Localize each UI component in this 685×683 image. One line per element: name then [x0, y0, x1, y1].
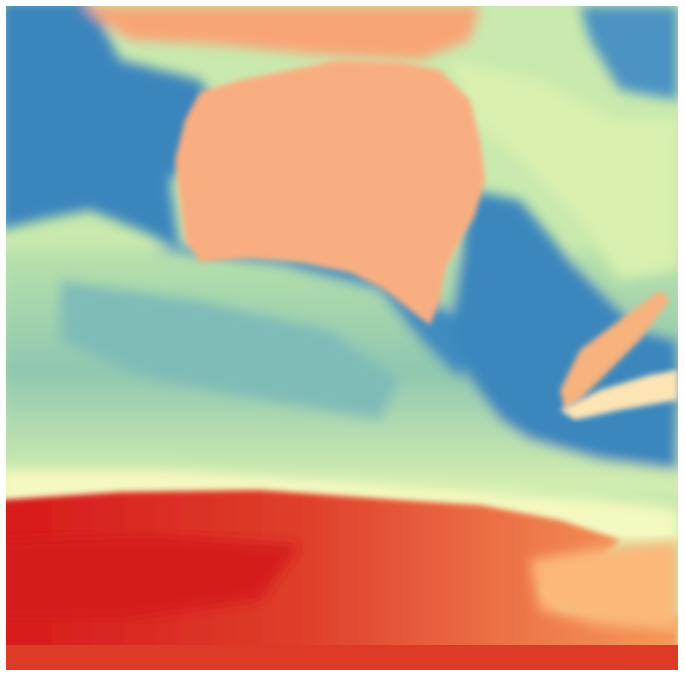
ocean-nw [6, 6, 230, 250]
southern-east [530, 540, 678, 630]
land-australia [175, 60, 485, 325]
southern-core [6, 535, 300, 620]
ocean-ne [450, 60, 678, 280]
land-north [80, 6, 480, 60]
ocean-mid [60, 280, 400, 420]
ocean-ne-blue [580, 6, 678, 100]
southern-warm [6, 490, 678, 670]
land-nz [560, 290, 670, 410]
land-nz-south [560, 370, 678, 420]
southern-edge [6, 645, 678, 670]
